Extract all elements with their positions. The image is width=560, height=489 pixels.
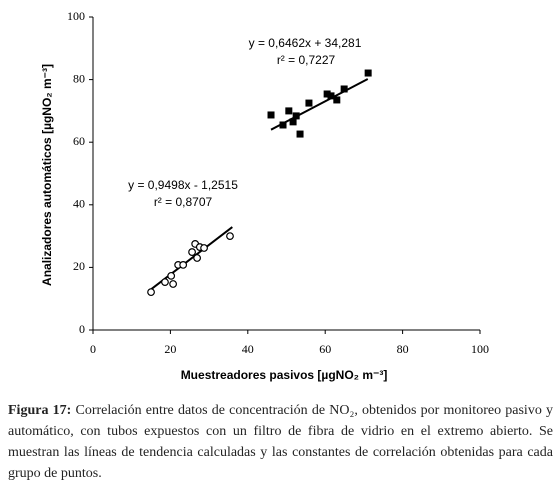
x-tick-label: 40: [242, 342, 254, 356]
x-tick-label: 80: [397, 342, 409, 356]
point: [267, 111, 275, 119]
point: [226, 232, 234, 241]
point: [161, 278, 169, 287]
point: [167, 271, 176, 280]
x-tick-label: 60: [319, 342, 331, 356]
point: [169, 280, 178, 288]
y-tick-label: 60: [73, 134, 85, 148]
annotation: r² = 0,8707: [154, 195, 213, 209]
annotation: y = 0,9498x - 1,2515: [128, 178, 238, 192]
point: [364, 69, 372, 77]
annotation: y = 0,6462x + 34,281: [249, 36, 362, 50]
point: [305, 99, 313, 107]
caption: Figura 17: Correlación entre datos de co…: [8, 400, 553, 484]
point: [292, 112, 300, 120]
point: [285, 107, 293, 115]
point: [147, 288, 155, 297]
chart: Muestreadores pasivos [µgNO₂ m⁻³] Analiz…: [40, 9, 489, 382]
point: [188, 248, 196, 256]
y-axis-label: Analizadores automáticos [µgNO₂ m⁻³]: [40, 64, 54, 286]
y-tick-label: 80: [73, 71, 85, 85]
caption-text: Correlación entre datos de concentración…: [8, 403, 554, 481]
point: [340, 85, 348, 93]
point: [279, 121, 287, 129]
y-tick-label: 0: [79, 322, 85, 336]
caption-label: Figura 17:: [8, 403, 72, 418]
point: [200, 244, 208, 252]
x-axis-label: Muestreadores pasivos [µgNO₂ m⁻³]: [181, 368, 388, 382]
point: [333, 96, 341, 104]
point: [327, 92, 335, 100]
point: [296, 130, 304, 138]
y-tick-label: 100: [67, 9, 85, 23]
x-tick-label: 0: [90, 342, 96, 356]
point: [323, 90, 331, 98]
point: [193, 254, 202, 262]
x-tick-label: 100: [471, 342, 489, 356]
trend-line: [270, 78, 369, 131]
point: [289, 118, 297, 126]
x-tick-label: 20: [164, 342, 176, 356]
y-tick-label: 20: [73, 259, 85, 273]
y-tick-label: 40: [73, 197, 85, 211]
annotation: r² = 0,7227: [277, 53, 336, 67]
point: [179, 260, 188, 269]
